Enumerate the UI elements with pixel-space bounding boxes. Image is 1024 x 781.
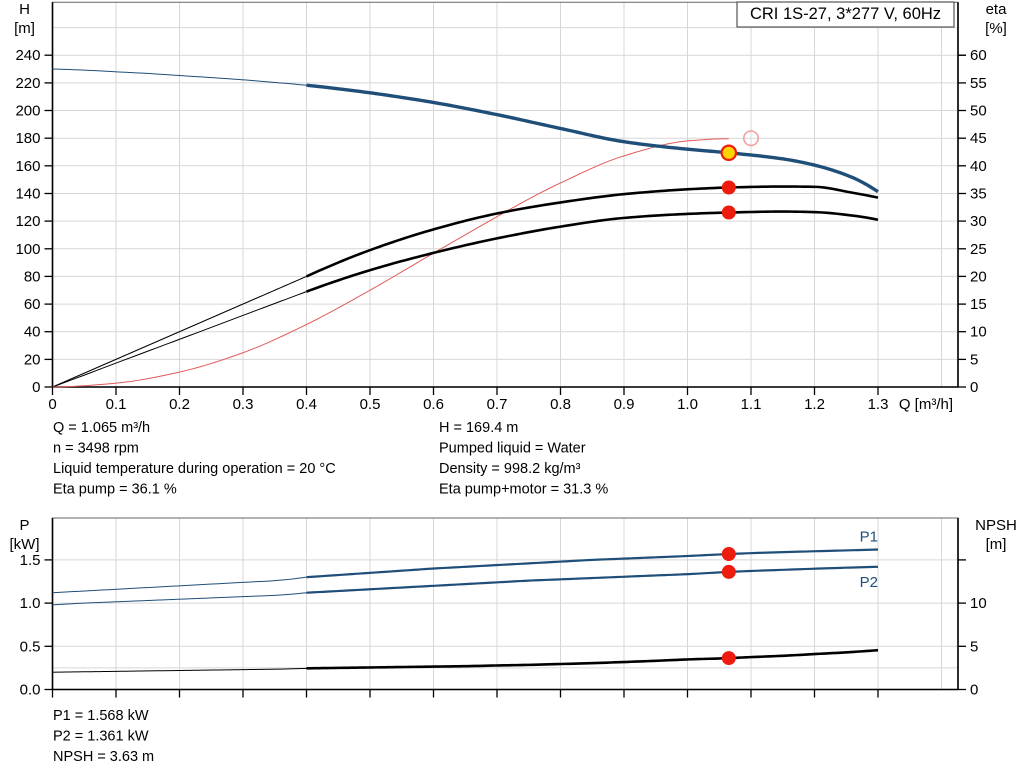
svg-text:40: 40 <box>24 324 41 341</box>
svg-text:Eta pump = 36.1 %: Eta pump = 36.1 % <box>53 482 177 498</box>
svg-text:0.2: 0.2 <box>169 396 190 413</box>
svg-text:140: 140 <box>15 186 40 203</box>
svg-text:20: 20 <box>24 351 41 368</box>
svg-text:[kW]: [kW] <box>10 536 40 553</box>
svg-text:80: 80 <box>24 268 41 285</box>
svg-text:0.4: 0.4 <box>296 396 317 413</box>
svg-text:0.6: 0.6 <box>423 396 444 413</box>
svg-text:240: 240 <box>15 47 40 64</box>
svg-text:120: 120 <box>15 213 40 230</box>
svg-text:0.5: 0.5 <box>20 638 41 655</box>
svg-text:P: P <box>19 517 29 534</box>
svg-text:P1 = 1.568 kW: P1 = 1.568 kW <box>53 708 149 724</box>
svg-text:0: 0 <box>32 379 40 396</box>
svg-text:[%]: [%] <box>985 20 1007 37</box>
svg-text:10: 10 <box>970 595 987 612</box>
svg-text:20: 20 <box>970 268 987 285</box>
svg-text:0.3: 0.3 <box>233 396 254 413</box>
svg-text:50: 50 <box>970 103 987 120</box>
svg-text:n = 3498 rpm: n = 3498 rpm <box>53 441 139 457</box>
svg-text:[m]: [m] <box>14 20 35 37</box>
svg-text:0.0: 0.0 <box>20 682 41 699</box>
svg-text:NPSH = 3.63 m: NPSH = 3.63 m <box>53 749 154 765</box>
svg-text:0.9: 0.9 <box>614 396 635 413</box>
svg-text:Q = 1.065 m³/h: Q = 1.065 m³/h <box>53 420 150 436</box>
svg-text:Density = 998.2 kg/m³: Density = 998.2 kg/m³ <box>439 461 581 477</box>
svg-text:10: 10 <box>970 324 987 341</box>
svg-text:5: 5 <box>970 351 978 368</box>
svg-text:200: 200 <box>15 103 40 120</box>
svg-text:H: H <box>19 1 30 18</box>
svg-text:220: 220 <box>15 75 40 92</box>
svg-text:35: 35 <box>970 186 987 203</box>
svg-text:Liquid temperature during oper: Liquid temperature during operation = 20… <box>53 461 336 477</box>
svg-text:P1: P1 <box>860 529 878 546</box>
svg-text:1.1: 1.1 <box>741 396 762 413</box>
svg-text:25: 25 <box>970 241 987 258</box>
svg-text:0.8: 0.8 <box>550 396 571 413</box>
svg-text:40: 40 <box>970 158 987 175</box>
svg-text:0.1: 0.1 <box>106 396 127 413</box>
svg-text:0.7: 0.7 <box>487 396 508 413</box>
svg-text:1.0: 1.0 <box>20 595 41 612</box>
svg-text:55: 55 <box>970 75 987 92</box>
svg-text:5: 5 <box>970 638 978 655</box>
svg-text:1.2: 1.2 <box>804 396 825 413</box>
svg-text:1.0: 1.0 <box>677 396 698 413</box>
svg-text:100: 100 <box>15 241 40 258</box>
svg-text:60: 60 <box>24 296 41 313</box>
svg-text:[m]: [m] <box>986 536 1007 553</box>
svg-text:15: 15 <box>970 296 987 313</box>
svg-text:1.3: 1.3 <box>868 396 889 413</box>
svg-text:1.5: 1.5 <box>20 552 41 569</box>
svg-text:0: 0 <box>970 379 978 396</box>
svg-text:H = 169.4 m: H = 169.4 m <box>439 420 518 436</box>
svg-text:Q [m³/h]: Q [m³/h] <box>899 396 953 413</box>
svg-text:Pumped liquid = Water: Pumped liquid = Water <box>439 441 586 457</box>
svg-text:P2 = 1.361 kW: P2 = 1.361 kW <box>53 729 149 745</box>
svg-text:160: 160 <box>15 158 40 175</box>
svg-text:180: 180 <box>15 130 40 147</box>
svg-text:NPSH: NPSH <box>975 517 1017 534</box>
svg-text:60: 60 <box>970 47 987 64</box>
svg-text:P2: P2 <box>860 574 878 591</box>
svg-text:CRI 1S-27, 3*277 V, 60Hz: CRI 1S-27, 3*277 V, 60Hz <box>750 5 941 23</box>
svg-text:eta: eta <box>986 1 1008 18</box>
svg-text:45: 45 <box>970 130 987 147</box>
svg-text:30: 30 <box>970 213 987 230</box>
svg-text:0: 0 <box>970 682 978 699</box>
svg-text:0: 0 <box>48 396 56 413</box>
svg-text:0.5: 0.5 <box>360 396 381 413</box>
svg-text:Eta pump+motor = 31.3 %: Eta pump+motor = 31.3 % <box>439 482 608 498</box>
